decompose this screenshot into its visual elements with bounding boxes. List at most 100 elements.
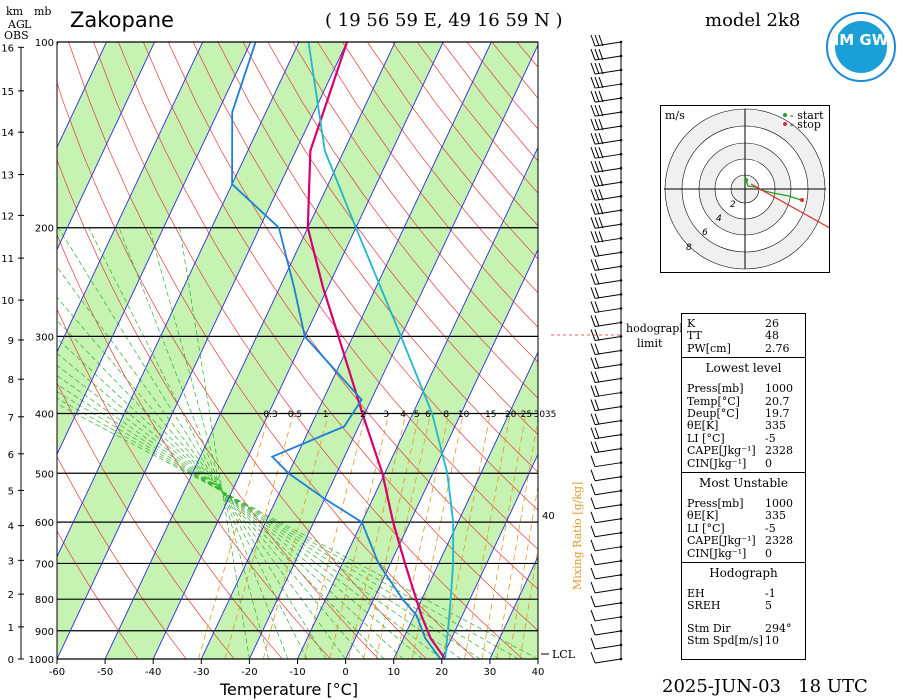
km-tick-label: 12 bbox=[1, 211, 14, 222]
wind-barb-staff bbox=[594, 406, 622, 412]
stat-value: -1 bbox=[765, 587, 776, 600]
stat-value: 2328 bbox=[765, 444, 793, 458]
stat-name: θE[K] bbox=[687, 509, 719, 523]
wind-barb-flag bbox=[594, 413, 600, 425]
mixing-ratio-line bbox=[262, 413, 329, 659]
stat-name: Temp[°C] bbox=[687, 394, 740, 408]
stat-name: θE[K] bbox=[687, 419, 719, 433]
wind-barb-flag bbox=[590, 104, 596, 117]
wind-barb-flag bbox=[594, 371, 600, 383]
wind-barb-flag bbox=[590, 231, 596, 243]
wind-barb-staff bbox=[594, 209, 622, 215]
pressure-tick-label: 100 bbox=[35, 38, 54, 49]
wind-barb-flag bbox=[590, 539, 596, 551]
wind-barb-flag bbox=[594, 343, 600, 355]
wind-barb-flag bbox=[594, 315, 600, 327]
wind-barb-staff bbox=[594, 602, 622, 608]
wind-barb-staff bbox=[594, 350, 622, 355]
wind-barb-flag bbox=[594, 217, 600, 229]
wind-barb-flag bbox=[590, 595, 596, 608]
stat-name: Stm Dir bbox=[687, 621, 731, 635]
km-tick-label: 6 bbox=[8, 450, 14, 461]
stat-name: Press[mb] bbox=[687, 382, 744, 396]
wind-barb-staff bbox=[594, 167, 622, 173]
mixing-ratio-line bbox=[411, 413, 464, 659]
stat-name: LI [°C] bbox=[687, 521, 725, 535]
stability-indices-panel: K 26 TT 48 PW[cm] 2.76 Lowest level Press[mb] 10… bbox=[681, 313, 806, 660]
dry-adiabat bbox=[342, 42, 538, 294]
wind-barb-staff bbox=[594, 69, 622, 75]
wind-barb-flag bbox=[598, 48, 604, 61]
station-title: Zakopane bbox=[70, 8, 174, 32]
wind-barb-flag bbox=[590, 483, 596, 495]
mb-axis-header: mb bbox=[34, 5, 52, 18]
wind-barb-staff bbox=[594, 476, 622, 482]
dry-adiabat bbox=[57, 455, 187, 659]
stat-name: Press[mb] bbox=[687, 497, 744, 510]
km-tick-label: 10 bbox=[1, 296, 14, 307]
wind-barb-flag bbox=[590, 118, 596, 131]
wind-barb-flag bbox=[590, 245, 596, 257]
run-date: 2025-JUN-03 bbox=[662, 676, 782, 697]
wind-barb-flag bbox=[598, 231, 604, 243]
wind-barb-staff bbox=[594, 97, 622, 103]
wind-barb-flag bbox=[590, 259, 596, 271]
storm-motion-vector bbox=[750, 183, 838, 233]
x-tick-label: -60 bbox=[49, 667, 65, 678]
wind-barb-staff bbox=[594, 41, 622, 47]
wind-barb-staff bbox=[594, 630, 622, 636]
wind-barb-staff bbox=[594, 111, 622, 117]
wind-barb-staff bbox=[594, 448, 622, 454]
wind-barb-flag bbox=[590, 62, 596, 75]
isotherms bbox=[57, 42, 538, 659]
mixing-ratio-tick-label: 15 bbox=[485, 410, 496, 420]
x-tick-label: -20 bbox=[241, 667, 257, 678]
stat-value: 19.7 bbox=[765, 407, 790, 420]
dry-adiabat bbox=[93, 42, 524, 659]
wind-barb-flag bbox=[598, 76, 604, 89]
wind-barb-flag bbox=[590, 623, 596, 636]
parcel-profile bbox=[307, 42, 455, 659]
wind-barb-staff bbox=[594, 504, 622, 510]
moist-adiabat bbox=[148, 227, 269, 659]
wind-barb-flag bbox=[590, 609, 596, 622]
km-tick-label: 14 bbox=[1, 128, 14, 139]
run-datetime: 2025-JUN-03 18 UTC bbox=[662, 676, 868, 697]
x-tick-label: 0 bbox=[342, 667, 348, 678]
stat-name: K bbox=[687, 317, 696, 330]
dry-adiabat bbox=[57, 233, 331, 659]
x-tick-label: 20 bbox=[435, 667, 448, 678]
wind-barb-flag bbox=[590, 301, 596, 313]
mixing-ratio-tick-label: 35 bbox=[545, 410, 556, 420]
stat-name: CAPE[Jkg⁻¹] bbox=[687, 444, 756, 458]
dry-adiabat bbox=[57, 381, 235, 659]
wind-barb-staff bbox=[594, 546, 622, 552]
isotherm-line bbox=[57, 42, 155, 251]
isotherm-line bbox=[345, 248, 538, 659]
km-tick-label: 15 bbox=[1, 87, 14, 98]
mixing-ratio-label-40: 40 bbox=[542, 511, 555, 522]
panel-divider bbox=[682, 357, 805, 359]
panel-divider bbox=[682, 562, 805, 563]
wind-barb-staff bbox=[594, 223, 622, 229]
stat-value: 294° bbox=[765, 621, 792, 635]
isotherm-line bbox=[393, 350, 538, 659]
wind-barb-flag bbox=[598, 161, 604, 173]
wind-barb-staff bbox=[594, 265, 622, 271]
km-tick-label: 7 bbox=[8, 413, 14, 424]
obs-label: OBS bbox=[4, 29, 29, 42]
dry-adiabat bbox=[167, 42, 538, 550]
wind-barb-flag bbox=[598, 132, 604, 145]
pressure-tick-label: 1000 bbox=[29, 655, 54, 666]
isotherm-line bbox=[297, 146, 538, 659]
km-axis-header: km bbox=[6, 5, 24, 18]
wind-barb-flag bbox=[590, 567, 596, 580]
dry-adiabat bbox=[57, 308, 283, 659]
x-tick-label: -10 bbox=[289, 667, 305, 678]
wind-barb-staff bbox=[594, 532, 622, 538]
lcl-label: LCL bbox=[552, 648, 576, 661]
km-tick-label: 5 bbox=[8, 486, 14, 497]
wind-barb-flag bbox=[590, 413, 596, 425]
wind-barb-flag bbox=[590, 147, 596, 159]
